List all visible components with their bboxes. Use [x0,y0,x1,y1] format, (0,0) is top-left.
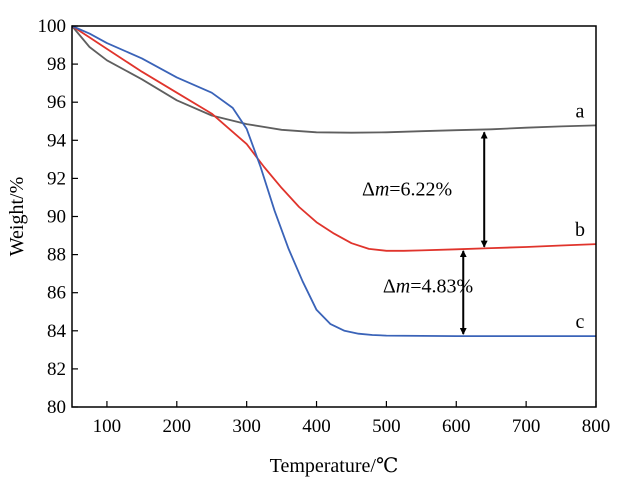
x-tick-label: 200 [163,416,192,437]
annotation-label-2: Δm=4.83% [383,276,473,298]
annotation-label-1: Δm=6.22% [362,179,452,201]
y-tick-label: 82 [47,359,66,380]
x-tick-label: 400 [302,416,331,437]
x-axis-title: Temperature/℃ [270,455,399,477]
x-tick-label: 300 [232,416,261,437]
y-tick-label: 88 [47,245,66,266]
y-tick-label: 100 [38,16,67,37]
x-tick-label: 600 [442,416,471,437]
plot-frame [71,25,597,408]
tick-labels: 100 200 300 400 500 600 700 800 80 82 84 86 88 90 92 94… [38,16,611,437]
series-layer [71,25,597,337]
curve-label-b: b [575,219,585,241]
series-line-a [71,25,597,134]
y-tick-label: 84 [47,321,67,342]
y-tick-label: 86 [47,283,66,304]
y-tick-label: 98 [47,54,66,75]
x-tick-label: 700 [512,416,541,437]
series-line-c [71,25,596,337]
x-tick-label: 100 [93,416,122,437]
axis-ticks [72,25,597,408]
y-tick-label: 92 [47,168,66,189]
series-line-b [71,25,597,252]
y-tick-label: 94 [47,130,67,151]
y-tick-label: 90 [47,207,66,228]
y-axis-title: Weight/% [6,177,28,256]
curve-label-a: a [576,100,585,122]
x-tick-label: 500 [372,416,401,437]
curve-labels: a b c [575,100,585,333]
curve-label-c: c [576,311,585,333]
annotation-layer: Δm=6.22% Δm=4.83% [362,131,488,335]
y-tick-label: 80 [47,397,66,418]
x-tick-label: 800 [582,416,611,437]
y-tick-label: 96 [47,92,66,113]
